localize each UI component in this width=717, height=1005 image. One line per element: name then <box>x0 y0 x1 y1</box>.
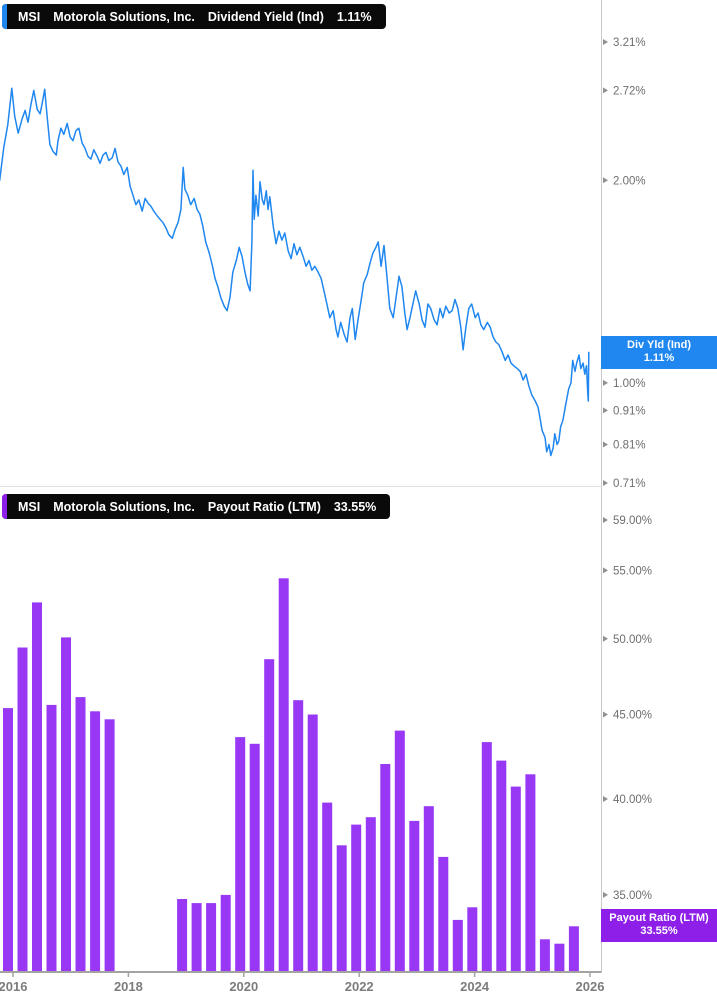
payout-ratio-bar <box>17 647 28 972</box>
yield-axis-tick-label: 2.72% <box>613 85 646 97</box>
payout-ratio-bar <box>496 760 507 972</box>
yield-axis-tick-label: 3.21% <box>613 37 646 49</box>
payout-ratio-legend-pill[interactable]: MSI Motorola Solutions, Inc. Payout Rati… <box>2 494 391 519</box>
series-color-stripe-blue <box>2 4 7 29</box>
payout-ratio-bar <box>452 919 463 972</box>
x-axis-label: 2022 <box>345 979 374 994</box>
payout-ratio-bar <box>220 894 231 972</box>
x-axis-label: 2018 <box>114 979 143 994</box>
company-label: Motorola Solutions, Inc. <box>53 9 195 24</box>
payout-ratio-bar <box>61 637 71 972</box>
yield-axis-tick-label: 0.91% <box>613 405 646 417</box>
payout-ratio-bar <box>90 711 101 972</box>
payout-axis-tick-label: 40.00% <box>613 794 652 806</box>
x-axis-label: 2020 <box>229 979 258 994</box>
payout-axis-tick-label: 50.00% <box>613 634 652 646</box>
metric-label: Payout Ratio (LTM) <box>207 499 321 514</box>
badge-metric-name: Payout Ratio (LTM) <box>609 912 709 925</box>
series-color-stripe-purple <box>2 494 7 519</box>
yield-axis-tick-arrow-icon <box>603 177 608 184</box>
payout-axis-tick-arrow-icon <box>603 711 608 718</box>
payout-ratio-bar <box>293 700 304 972</box>
payout-ratio-bar <box>365 817 376 972</box>
payout-ratio-bar <box>104 719 115 972</box>
payout-ratio-bar <box>336 845 347 972</box>
yield-axis-tick-arrow-icon <box>603 87 608 94</box>
yield-axis-tick-arrow-icon <box>603 480 608 486</box>
payout-ratio-bar <box>380 764 391 972</box>
payout-ratio-bar <box>539 939 550 972</box>
payout-axis-tick-label: 59.00% <box>613 515 652 527</box>
div-yield-value-badge: Div Yld (Ind) 1.11% <box>601 335 717 369</box>
payout-axis-tick-arrow-icon <box>603 796 608 802</box>
yield-axis-tick-label: 0.71% <box>613 478 646 490</box>
badge-metric-value: 33.55% <box>640 925 678 938</box>
payout-ratio-bar <box>32 602 42 972</box>
payout-ratio-bar <box>525 774 536 972</box>
payout-ratio-bar <box>423 806 434 972</box>
payout-ratio-bar <box>467 907 478 972</box>
yield-axis-tick-arrow-icon <box>603 379 608 386</box>
payout-ratio-bar <box>206 903 217 972</box>
payout-ratio-bar <box>568 926 579 972</box>
dividend-yield-legend-pill[interactable]: MSI Motorola Solutions, Inc. Dividend Yi… <box>2 4 386 29</box>
company-label: Motorola Solutions, Inc. <box>53 499 195 514</box>
badge-metric-value: 1.11% <box>643 352 675 365</box>
payout-ratio-bar <box>46 704 57 972</box>
payout-ratio-bar <box>322 802 333 972</box>
ticker-label: MSI <box>18 499 41 514</box>
yield-axis-tick-label: 1.00% <box>613 378 646 390</box>
payout-ratio-bar <box>307 714 318 972</box>
yield-axis-tick-label: 0.81% <box>613 440 646 452</box>
x-axis-label: 2026 <box>576 979 605 994</box>
payout-ratio-value-badge: Payout Ratio (LTM) 33.55% <box>601 908 717 942</box>
x-axis-label: 2024 <box>460 979 490 994</box>
payout-ratio-bar <box>481 742 492 972</box>
payout-axis-tick-arrow-icon <box>603 891 608 898</box>
payout-ratio-bar <box>438 856 449 972</box>
payout-axis-tick-label: 55.00% <box>613 565 652 577</box>
payout-axis-tick-label: 35.00% <box>613 890 652 902</box>
metric-value: 33.55% <box>333 499 377 514</box>
payout-ratio-bar <box>554 943 565 972</box>
payout-axis-tick-arrow-icon <box>603 635 608 642</box>
payout-ratio-bar <box>235 737 246 972</box>
yield-axis-tick-arrow-icon <box>603 441 608 448</box>
payout-ratio-bar <box>510 786 521 972</box>
metric-value: 1.11% <box>336 9 372 24</box>
x-axis-label: 2016 <box>0 979 27 994</box>
metric-label: Dividend Yield (Ind) <box>207 9 324 24</box>
payout-ratio-bar <box>3 708 13 972</box>
payout-ratio-bar <box>278 578 289 972</box>
badge-metric-name: Div Yld (Ind) <box>627 339 691 352</box>
payout-ratio-bar <box>191 903 202 972</box>
payout-axis-tick-arrow-icon <box>603 517 608 523</box>
ticker-label: MSI <box>18 9 41 24</box>
payout-ratio-bar <box>177 899 188 972</box>
payout-ratio-bar <box>394 730 405 972</box>
payout-ratio-bar <box>249 743 260 972</box>
payout-axis-tick-label: 45.00% <box>613 710 652 722</box>
dividend-yield-line <box>0 87 590 457</box>
yield-axis-tick-arrow-icon <box>603 407 608 414</box>
payout-axis-tick-arrow-icon <box>603 567 608 574</box>
payout-ratio-bar <box>75 697 86 972</box>
yield-axis-tick-label: 2.00% <box>613 175 646 187</box>
payout-ratio-bar <box>351 824 362 972</box>
payout-ratio-bar <box>409 820 420 972</box>
yield-axis-tick-arrow-icon <box>603 39 608 45</box>
payout-ratio-bar <box>264 659 275 972</box>
